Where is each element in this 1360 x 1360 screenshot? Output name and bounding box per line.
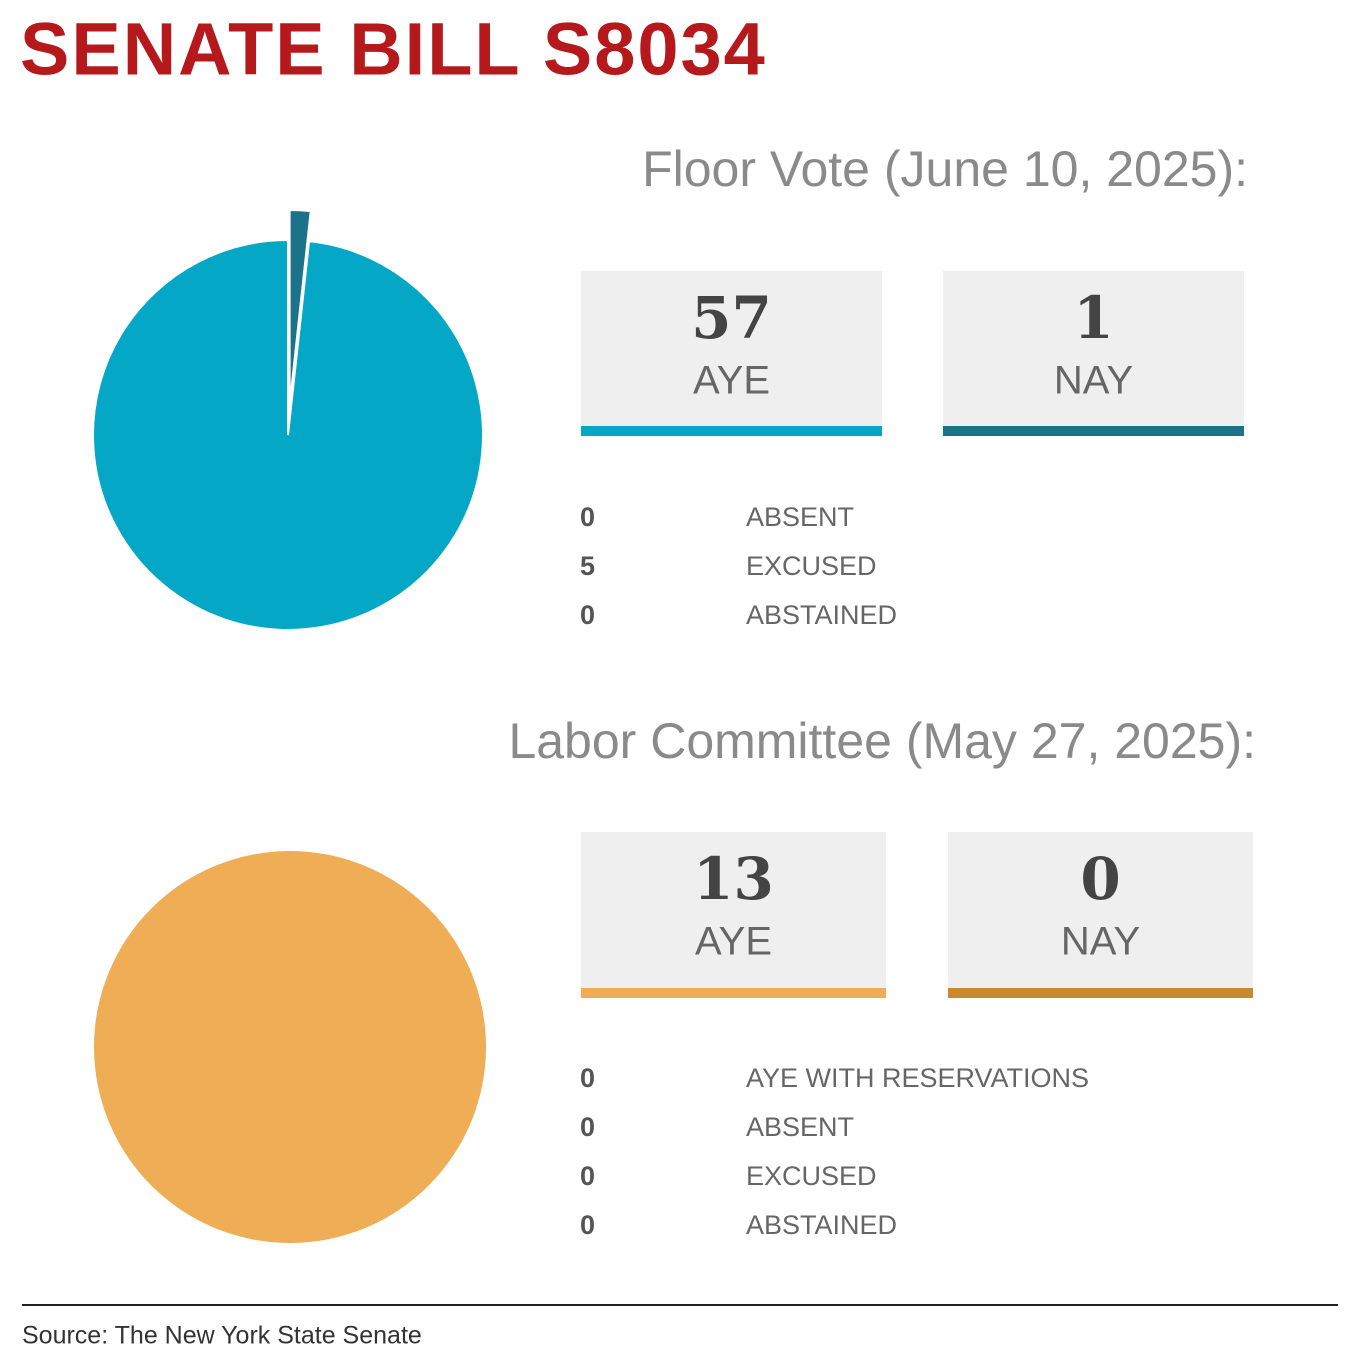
detail-label: ABSTAINED bbox=[746, 1210, 897, 1240]
chart-title: Labor Committee (May 27, 2025): bbox=[508, 713, 1256, 769]
vote-bar bbox=[948, 988, 1253, 998]
vote-box bbox=[581, 271, 882, 428]
pie-slice bbox=[288, 209, 312, 406]
vote-label: NAY bbox=[1061, 920, 1140, 964]
page-title: SENATE BILL S8034 bbox=[20, 8, 767, 91]
detail-label: AYE WITH RESERVATIONS bbox=[746, 1063, 1089, 1093]
detail-count: 0 bbox=[580, 1161, 595, 1191]
vote-box bbox=[943, 271, 1244, 428]
vote-bar bbox=[581, 426, 882, 436]
chart-title: Floor Vote (June 10, 2025): bbox=[642, 141, 1248, 197]
detail-count: 0 bbox=[580, 1112, 595, 1142]
detail-count: 0 bbox=[580, 502, 595, 532]
detail-count: 0 bbox=[580, 600, 595, 630]
detail-count: 5 bbox=[580, 551, 595, 581]
detail-label: EXCUSED bbox=[746, 1161, 877, 1191]
vote-bar bbox=[943, 426, 1244, 436]
vote-bar bbox=[581, 988, 886, 998]
vote-count: 13 bbox=[693, 845, 774, 913]
detail-label: ABSENT bbox=[746, 1112, 854, 1142]
source: Source: The New York State Senate bbox=[22, 1322, 422, 1350]
vote-label: AYE bbox=[695, 920, 772, 964]
vote-label: NAY bbox=[1054, 359, 1133, 403]
vote-label: AYE bbox=[693, 359, 770, 403]
vote-count: 0 bbox=[1080, 845, 1120, 913]
vote-count: 1 bbox=[1073, 284, 1113, 352]
detail-count: 0 bbox=[580, 1210, 595, 1240]
vote-box bbox=[948, 832, 1253, 990]
detail-label: ABSTAINED bbox=[746, 600, 897, 630]
detail-label: ABSENT bbox=[746, 502, 854, 532]
vote-box bbox=[581, 832, 886, 990]
pie-slice bbox=[92, 238, 484, 631]
detail-label: EXCUSED bbox=[746, 551, 877, 581]
detail-count: 0 bbox=[580, 1063, 595, 1093]
vote-count: 57 bbox=[691, 284, 772, 352]
pie-slice bbox=[94, 851, 486, 1243]
